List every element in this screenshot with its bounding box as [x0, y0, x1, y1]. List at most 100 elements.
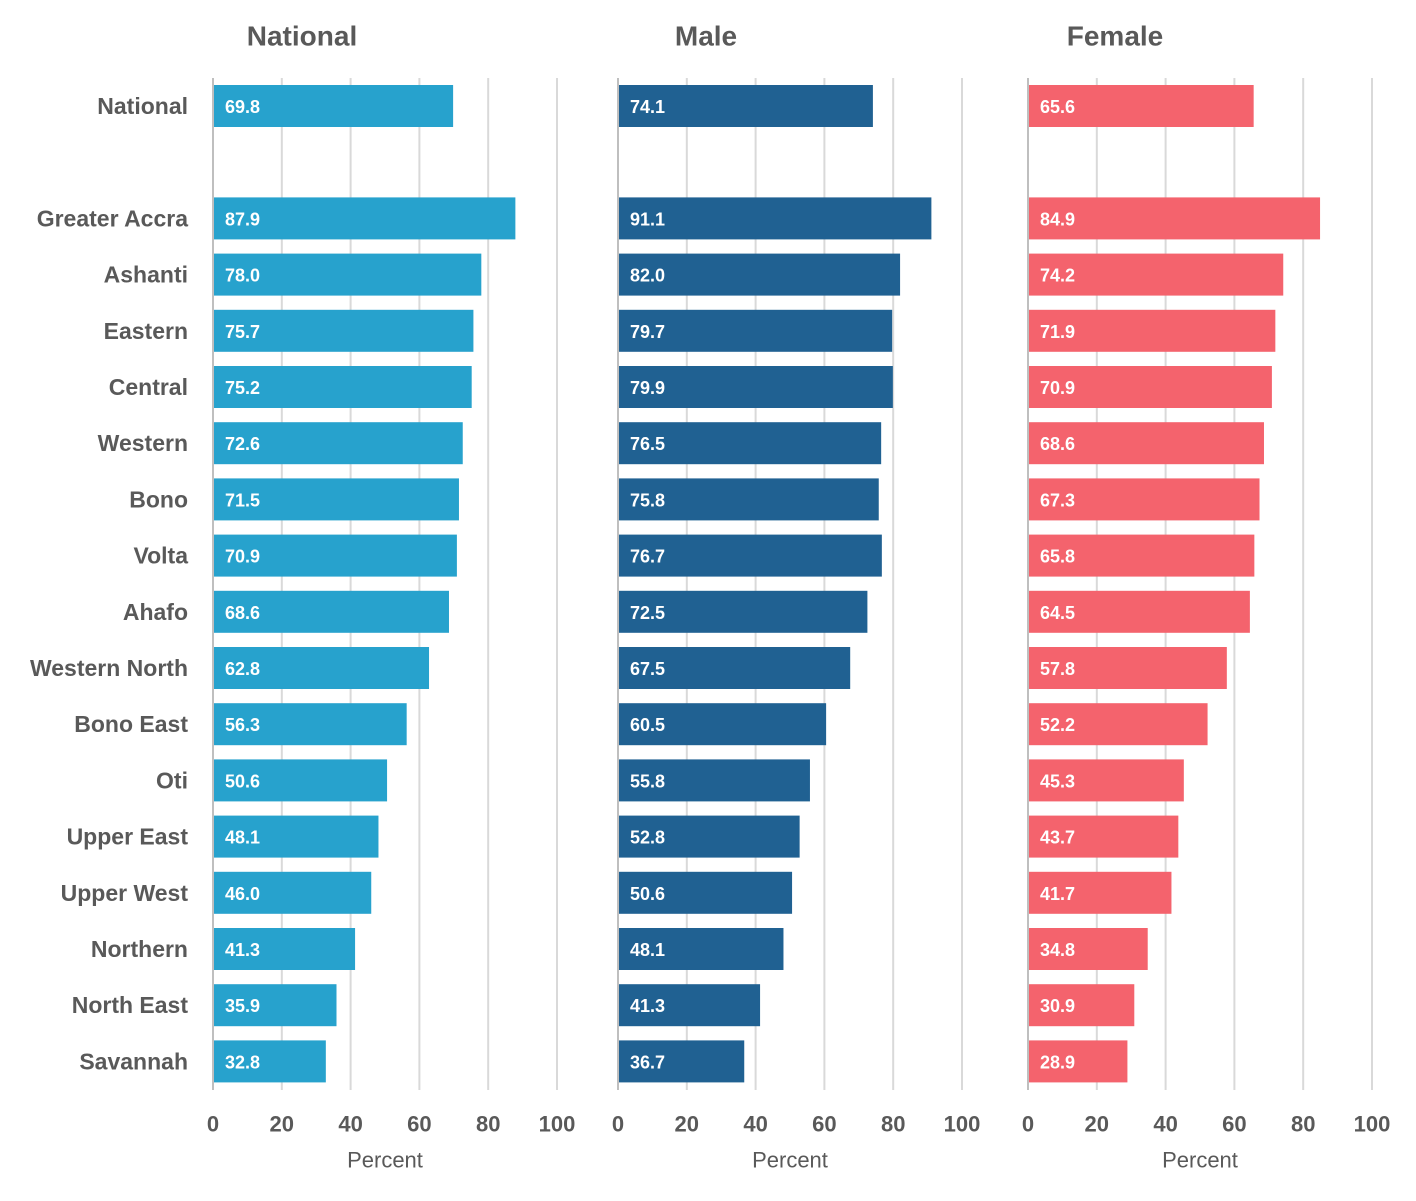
bar	[1029, 703, 1208, 746]
bar	[1029, 984, 1135, 1027]
data-label: 60.5	[630, 715, 665, 735]
bar	[214, 928, 356, 970]
bar	[619, 478, 879, 521]
data-label: 50.6	[225, 771, 260, 791]
category-label: Savannah	[79, 1048, 188, 1074]
x-tick-label: 0	[612, 1112, 624, 1137]
bar	[1029, 1040, 1128, 1083]
bar	[1029, 253, 1284, 296]
bar	[1029, 647, 1227, 689]
data-label: 30.9	[1040, 996, 1075, 1016]
data-label: 36.7	[630, 1052, 665, 1072]
data-label: 69.8	[225, 97, 260, 117]
bar	[214, 871, 372, 914]
category-label: Eastern	[104, 318, 188, 344]
data-label: 56.3	[225, 715, 260, 735]
x-axis-label: Percent	[1162, 1148, 1238, 1173]
x-tick-label: 60	[1222, 1112, 1246, 1137]
data-label: 52.2	[1040, 715, 1075, 735]
x-tick-label: 60	[812, 1112, 836, 1137]
bar	[619, 703, 827, 746]
data-label: 87.9	[225, 209, 260, 229]
data-label: 28.9	[1040, 1052, 1075, 1072]
x-tick-label: 100	[944, 1112, 981, 1137]
data-label: 79.7	[630, 322, 665, 342]
bar	[619, 366, 893, 408]
data-label: 64.5	[1040, 603, 1075, 623]
bar	[214, 815, 379, 858]
category-label: Bono East	[74, 711, 188, 737]
category-label: Oti	[156, 767, 188, 793]
x-tick-label: 60	[407, 1112, 431, 1137]
data-label: 48.1	[225, 828, 260, 848]
bar	[1029, 815, 1179, 858]
data-label: 91.1	[630, 209, 665, 229]
data-label: 55.8	[630, 771, 665, 791]
bar	[214, 647, 430, 689]
bar	[1029, 85, 1254, 127]
data-label: 72.6	[225, 434, 260, 454]
bar	[619, 647, 851, 689]
data-label: 74.2	[1040, 266, 1075, 286]
data-label: 71.5	[225, 490, 260, 510]
data-label: 41.3	[630, 996, 665, 1016]
bar	[214, 984, 337, 1027]
data-label: 65.8	[1040, 547, 1075, 567]
data-label: 79.9	[630, 378, 665, 398]
x-tick-label: 80	[476, 1112, 500, 1137]
x-axis-label: Percent	[752, 1148, 828, 1173]
data-label: 75.8	[630, 490, 665, 510]
category-label: Volta	[133, 543, 188, 569]
x-tick-label: 20	[1085, 1112, 1109, 1137]
x-tick-label: 80	[881, 1112, 905, 1137]
bar	[214, 478, 459, 521]
category-label: Upper East	[67, 824, 189, 850]
bar	[1029, 759, 1184, 802]
data-label: 65.6	[1040, 97, 1075, 117]
category-label: Northern	[91, 936, 188, 962]
data-label: 76.7	[630, 547, 665, 567]
data-label: 57.8	[1040, 659, 1075, 679]
bar	[619, 815, 800, 858]
category-label: Western	[98, 430, 188, 456]
bar	[1029, 197, 1321, 240]
bar	[619, 422, 882, 465]
x-tick-label: 40	[743, 1112, 767, 1137]
category-label: Bono	[129, 486, 188, 512]
panel-title: Male	[675, 21, 737, 52]
x-tick-label: 40	[1153, 1112, 1177, 1137]
bar	[619, 1040, 745, 1083]
bar	[1029, 871, 1172, 914]
bar	[1029, 478, 1260, 521]
bar	[619, 197, 932, 240]
data-label: 35.9	[225, 996, 260, 1016]
category-label: National	[97, 93, 188, 119]
data-label: 71.9	[1040, 322, 1075, 342]
category-label: Ashanti	[104, 262, 188, 288]
bar	[619, 85, 873, 127]
x-tick-label: 40	[338, 1112, 362, 1137]
data-label: 43.7	[1040, 828, 1075, 848]
data-label: 72.5	[630, 603, 665, 623]
data-label: 52.8	[630, 828, 665, 848]
bar	[1029, 928, 1148, 970]
bar	[1029, 422, 1264, 465]
bar	[619, 759, 810, 802]
bar	[214, 703, 407, 746]
data-label: 68.6	[1040, 434, 1075, 454]
data-label: 45.3	[1040, 771, 1075, 791]
x-tick-label: 0	[207, 1112, 219, 1137]
bar	[1029, 366, 1272, 408]
bar	[619, 590, 868, 633]
bar	[214, 590, 449, 633]
bar	[214, 366, 472, 408]
data-label: 32.8	[225, 1052, 260, 1072]
category-label: Ahafo	[123, 599, 188, 625]
bar	[214, 534, 457, 577]
data-label: 67.3	[1040, 490, 1075, 510]
bar	[214, 253, 482, 296]
panel-title: National	[247, 21, 357, 52]
bar	[619, 928, 784, 970]
data-label: 82.0	[630, 266, 665, 286]
bar	[214, 85, 454, 127]
